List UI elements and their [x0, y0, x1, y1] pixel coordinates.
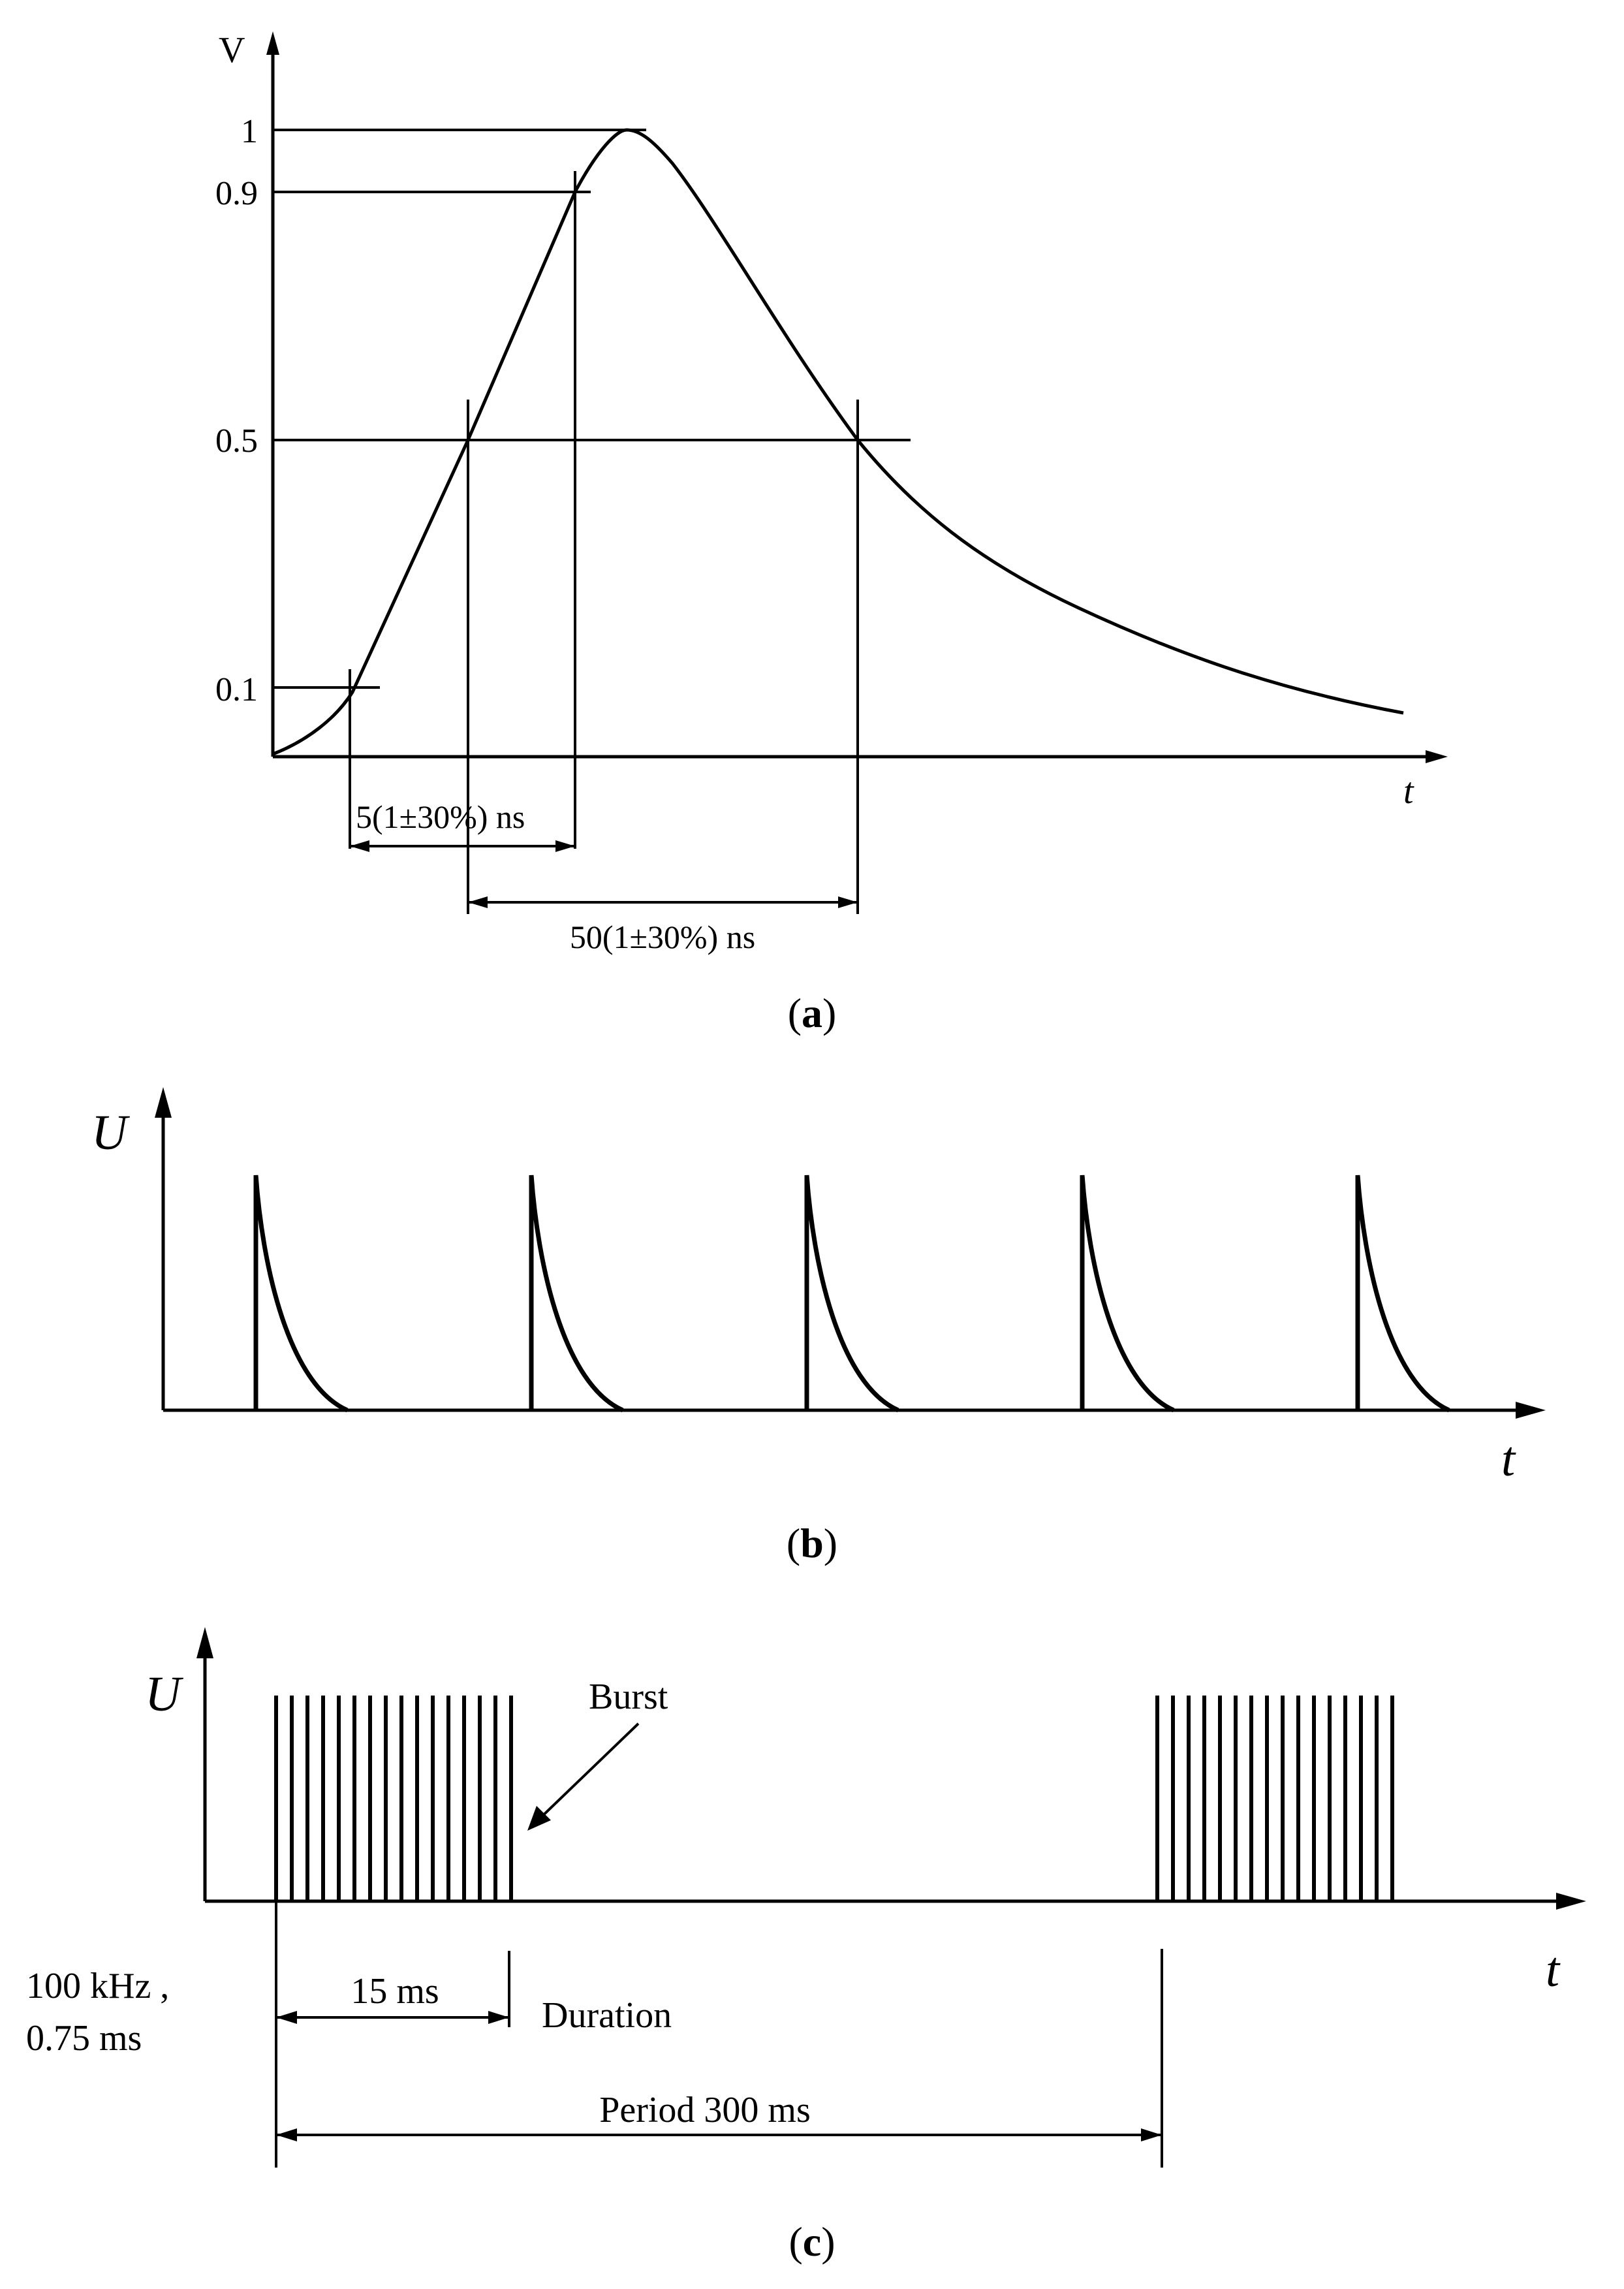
- c-period-arrow-left-icon: [276, 2128, 297, 2141]
- c-duration-arrow-left-icon: [276, 2011, 297, 2024]
- a-tick-0-9: 0.9: [215, 175, 258, 212]
- b-y-axis-label: U: [91, 1105, 130, 1160]
- b-pulse: [804, 1175, 899, 1413]
- b-y-arrow-icon: [155, 1087, 172, 1118]
- panel-c: U t Burst 15 ms Duration 100 kHz , 0.75 …: [26, 1627, 1586, 2265]
- a-x-axis-label: t: [1403, 771, 1414, 812]
- a-tick-1: 1: [241, 113, 258, 150]
- b-pulse: [253, 1175, 349, 1413]
- a-x-arrow-icon: [1426, 750, 1448, 763]
- c-duration-value-label: 15 ms: [351, 1971, 439, 2012]
- a-y-arrow-icon: [266, 31, 279, 55]
- c-frequency-label: 100 kHz ,: [26, 1966, 169, 2006]
- panel-a: V t 1 0.9 0.5 0.1 5(1±30%) ns 50(1±30%) …: [215, 30, 1448, 1036]
- c-duration-label: Duration: [542, 1995, 672, 2036]
- b-pulse-group: [253, 1175, 1450, 1413]
- c-spacing-label: 0.75 ms: [26, 2018, 142, 2059]
- c-burst-pointer-head-icon: [527, 1806, 551, 1831]
- a-width-arrow-left-icon: [468, 896, 488, 908]
- a-width-arrow-right-icon: [838, 896, 858, 908]
- c-y-arrow-icon: [196, 1627, 213, 1658]
- b-pulse: [1355, 1175, 1450, 1413]
- c-x-arrow-icon: [1556, 1893, 1586, 1910]
- c-x-axis-label: t: [1546, 1942, 1561, 1997]
- b-pulse: [1080, 1175, 1175, 1413]
- c-burst-label: Burst: [589, 1677, 668, 1717]
- panel-b: U t (b): [91, 1087, 1546, 1566]
- a-pulse-curve: [272, 128, 1404, 756]
- c-period-label: Period 300 ms: [599, 2090, 811, 2130]
- b-caption: (b): [787, 1520, 837, 1566]
- c-caption: (c): [789, 2218, 835, 2265]
- a-caption: (a): [788, 990, 837, 1036]
- b-x-arrow-icon: [1516, 1402, 1546, 1419]
- a-tick-0-5: 0.5: [215, 422, 258, 460]
- a-rise-arrow-right-icon: [555, 840, 575, 852]
- a-pulse-width-label: 50(1±30%) ns: [570, 919, 755, 955]
- a-rise-time-label: 5(1±30%) ns: [356, 798, 525, 835]
- a-rise-arrow-left-icon: [350, 840, 369, 852]
- c-burst-group: [274, 1696, 1394, 1901]
- c-y-axis-label: U: [145, 1667, 183, 1722]
- c-duration-arrow-right-icon: [488, 2011, 509, 2024]
- a-tick-0-1: 0.1: [215, 671, 258, 708]
- c-burst-pointer: [534, 1722, 640, 1824]
- a-y-axis-label: V: [219, 30, 245, 71]
- c-period-arrow-right-icon: [1141, 2128, 1162, 2141]
- b-pulse: [529, 1175, 624, 1413]
- b-x-axis-label: t: [1501, 1432, 1516, 1487]
